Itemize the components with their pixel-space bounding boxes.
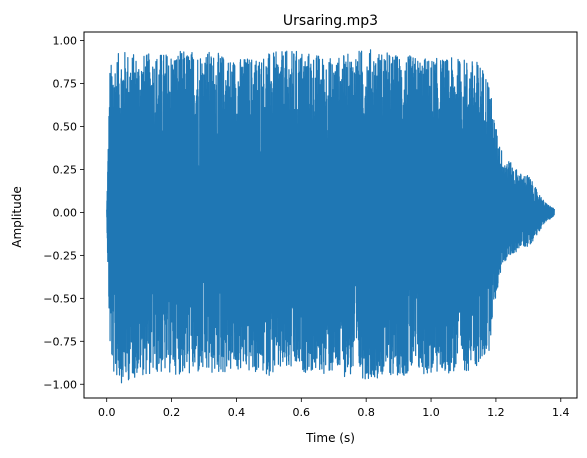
waveform-series xyxy=(106,49,555,384)
waveform-line xyxy=(106,49,555,384)
x-tick-label: 0.8 xyxy=(357,406,375,419)
y-tick-label: −0.75 xyxy=(43,335,77,348)
y-tick-label: 0.50 xyxy=(53,121,78,134)
x-axis-ticks: 0.0 0.2 0.4 0.6 0.8 1.0 1.2 1.4 xyxy=(98,398,570,419)
y-tick-label: −1.00 xyxy=(43,378,77,391)
x-tick-label: 0.4 xyxy=(228,406,246,419)
y-tick-label: 0.00 xyxy=(53,206,78,219)
plot-frame xyxy=(83,31,578,399)
y-tick-label: 0.75 xyxy=(53,78,78,91)
y-axis-ticks: −1.00 −0.75 −0.50 −0.25 0.00 0.25 0.50 0.75 1.00 xyxy=(43,35,84,391)
x-tick-label: 1.2 xyxy=(487,406,505,419)
chart-title: Ursaring.mp3 xyxy=(283,13,378,29)
x-tick-label: 1.4 xyxy=(552,406,570,419)
y-axis-label: Amplitude xyxy=(10,186,24,248)
x-tick-label: 1.0 xyxy=(422,406,440,419)
y-tick-label: −0.50 xyxy=(43,292,77,305)
y-tick-label: 1.00 xyxy=(53,35,78,48)
x-axis-label: Time (s) xyxy=(305,431,355,445)
y-tick-label: 0.25 xyxy=(53,163,78,176)
x-tick-label: 0.0 xyxy=(98,406,116,419)
x-tick-label: 0.6 xyxy=(293,406,311,419)
x-tick-label: 0.2 xyxy=(163,406,181,419)
y-tick-label: −0.25 xyxy=(43,249,77,262)
